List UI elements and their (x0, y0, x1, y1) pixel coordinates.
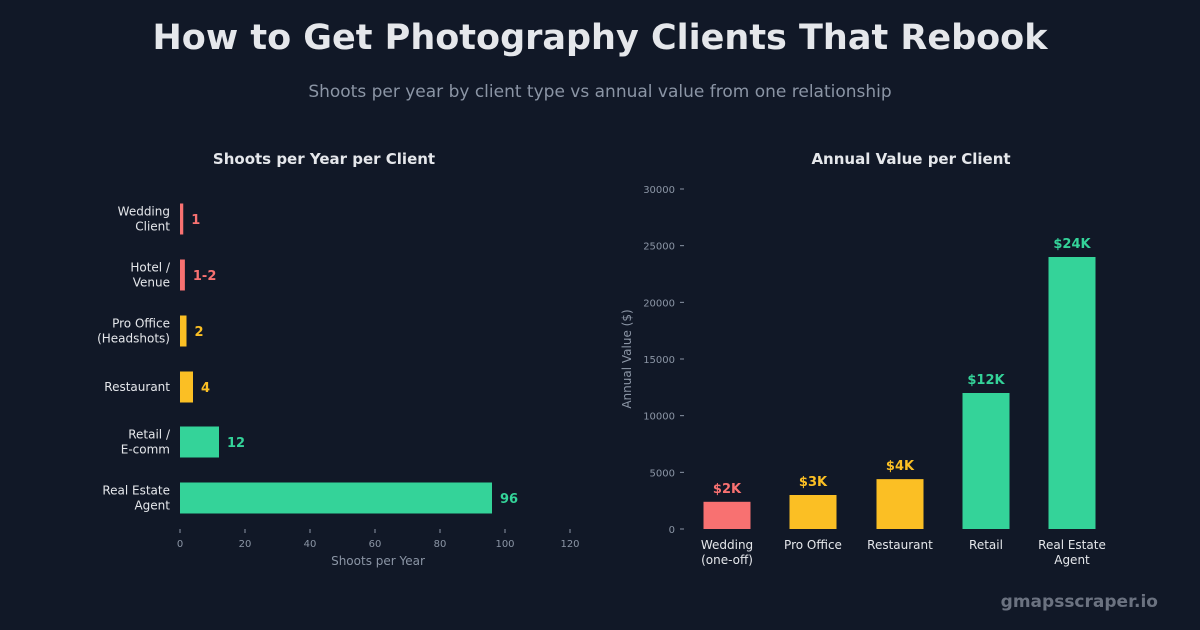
page-subtitle: Shoots per year by client type vs annual… (308, 82, 892, 102)
category-label: Real Estate Agent (1038, 538, 1106, 567)
category-label-line: (Headshots) (97, 332, 170, 346)
chart-title: Shoots per Year per Client (213, 150, 435, 168)
data-label: $4K (886, 459, 915, 474)
category-label-line: Restaurant (867, 538, 933, 552)
category-label-line: Real Estate (102, 484, 170, 498)
x-tick-label: 40 (304, 539, 317, 550)
chart-shoots-per-year: Shoots per Year per Client Wedding Client 1… (97, 150, 579, 568)
category-label: Real Estate Agent (102, 484, 170, 513)
category-label-line: Wedding (118, 205, 170, 219)
y-tick-label: 0 (669, 525, 675, 536)
category-label-line: Agent (134, 499, 170, 513)
category-label-line: Pro Office (112, 317, 170, 331)
x-tick-label: 100 (495, 539, 514, 550)
category-label-line: Agent (1054, 553, 1090, 567)
category-label-line: Client (135, 220, 170, 234)
category-label: Retail / E-comm (121, 428, 171, 457)
data-label: 12 (227, 436, 245, 451)
category-label: Pro Office (784, 538, 842, 552)
bar (962, 393, 1010, 529)
bar (180, 482, 492, 514)
category-label-line: (one-off) (701, 553, 753, 567)
category-label-line: Hotel / (130, 261, 171, 275)
category-label-line: E-comm (121, 443, 170, 457)
y-tick-label: 10000 (643, 412, 675, 423)
category-label: Wedding Client (118, 205, 171, 234)
data-label: 4 (201, 381, 210, 396)
bar (180, 371, 193, 403)
data-label: $2K (713, 482, 742, 497)
category-label: Restaurant (867, 538, 933, 552)
data-label: $3K (799, 475, 828, 490)
page-title: How to Get Photography Clients That Rebo… (152, 18, 1048, 58)
x-tick-label: 60 (369, 539, 382, 550)
category-label-line: Venue (133, 276, 170, 290)
category-label: Wedding (one-off) (701, 538, 753, 567)
category-label: Pro Office (Headshots) (97, 317, 170, 346)
y-axis-label: Annual Value ($) (620, 309, 634, 408)
data-label: $12K (967, 373, 1005, 388)
data-label: 1 (191, 213, 200, 228)
y-tick-label: 5000 (650, 468, 675, 479)
x-axis-label: Shoots per Year (331, 554, 425, 568)
category-label: Retail (969, 538, 1003, 552)
y-tick-label: 25000 (643, 242, 675, 253)
bar (1048, 257, 1096, 529)
category-label: Hotel / Venue (130, 261, 171, 290)
chart-annual-value: Annual Value per Client 0 5000 10000 15000 20… (620, 150, 1106, 567)
bar (180, 259, 185, 291)
bar (180, 315, 187, 347)
category-label-line: Retail (969, 538, 1003, 552)
category-label-line: Pro Office (784, 538, 842, 552)
category-label: Restaurant (104, 380, 170, 394)
x-tick-label: 0 (177, 539, 183, 550)
watermark: gmapsscraper.io (1000, 592, 1158, 612)
category-label-line: Real Estate (1038, 538, 1106, 552)
bar (789, 495, 837, 529)
data-label: 2 (195, 325, 204, 340)
bar (876, 479, 924, 529)
chart-title: Annual Value per Client (811, 150, 1010, 168)
bar (180, 426, 219, 458)
category-label-line: Wedding (701, 538, 753, 552)
bar (180, 203, 184, 235)
bar (703, 501, 751, 529)
data-label: 1-2 (193, 269, 217, 284)
y-tick-label: 30000 (643, 185, 675, 196)
category-label-line: Restaurant (104, 380, 170, 394)
x-tick-label: 20 (239, 539, 252, 550)
x-tick-label: 80 (434, 539, 447, 550)
y-tick-label: 20000 (643, 298, 675, 309)
category-label-line: Retail / (128, 428, 171, 442)
y-tick-label: 15000 (643, 355, 675, 366)
x-tick-label: 120 (560, 539, 579, 550)
data-label: $24K (1053, 237, 1091, 252)
data-label: 96 (500, 492, 518, 507)
